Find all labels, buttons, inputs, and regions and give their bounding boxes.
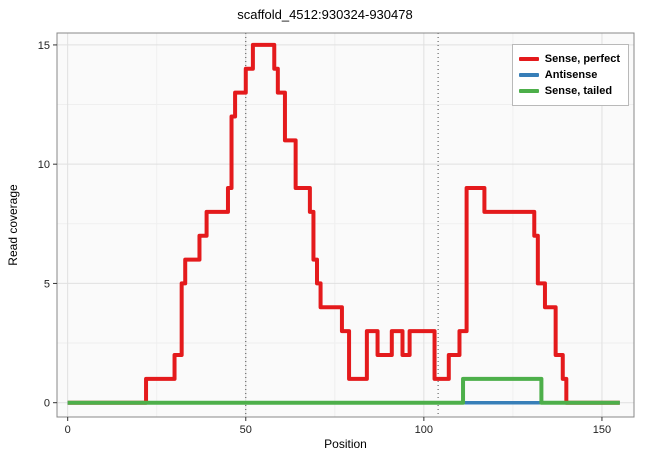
chart-title: scaffold_4512:930324-930478	[237, 7, 413, 22]
legend: Sense, perfect Antisense Sense, tailed	[511, 44, 629, 106]
legend-item-sense-tailed: Sense, tailed	[518, 85, 620, 97]
svg-text:15: 15	[38, 40, 50, 52]
sense-tailed-line-swatch	[518, 89, 539, 93]
svg-text:5: 5	[44, 278, 50, 290]
svg-text:10: 10	[38, 159, 50, 171]
svg-text:50: 50	[240, 424, 252, 436]
antisense-line-swatch	[518, 73, 539, 77]
svg-text:150: 150	[593, 424, 611, 436]
legend-item-sense-perfect: Sense, perfect	[518, 53, 620, 65]
legend-label: Sense, perfect	[544, 53, 620, 65]
svg-text:0: 0	[44, 398, 50, 410]
svg-text:100: 100	[415, 424, 433, 436]
svg-text:0: 0	[65, 424, 71, 436]
legend-label: Sense, tailed	[544, 85, 613, 97]
legend-label: Antisense	[544, 69, 598, 81]
x-axis-label: Position	[324, 437, 367, 451]
legend-item-antisense: Antisense	[518, 69, 620, 81]
sense-perfect-line-swatch	[518, 57, 539, 61]
